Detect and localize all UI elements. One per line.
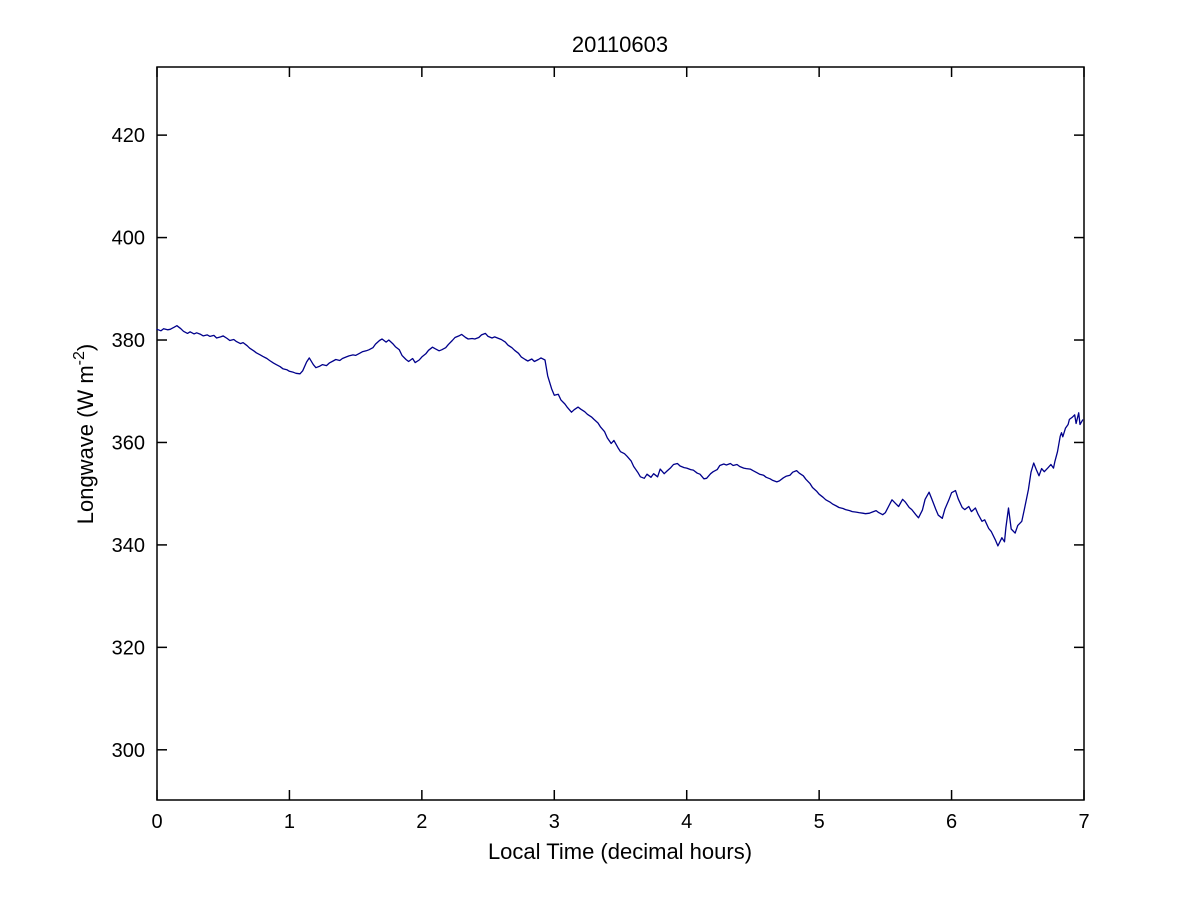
y-tick-label: 360 [112, 432, 145, 454]
y-tick-label: 300 [112, 740, 145, 762]
x-tick-label: 6 [946, 811, 957, 833]
chart-title: 20110603 [572, 32, 668, 57]
x-tick-label: 0 [151, 811, 162, 833]
y-axis-label-main: Longwave (W m [73, 365, 98, 524]
x-tick-label: 1 [284, 811, 295, 833]
x-tick-label: 2 [416, 811, 427, 833]
y-axis-label-superscript: -2 [71, 351, 88, 365]
plot-area [156, 66, 1085, 801]
x-tick-label: 3 [549, 811, 560, 833]
x-tick-label: 7 [1078, 811, 1089, 833]
y-tick-label: 340 [112, 535, 145, 557]
y-axis-label-close: ) [73, 344, 98, 351]
y-tick-label: 380 [112, 330, 145, 352]
y-tick-label: 420 [112, 125, 145, 147]
x-tick-label: 4 [681, 811, 692, 833]
x-tick-label: 5 [814, 811, 825, 833]
y-tick-label: 400 [112, 228, 145, 250]
ticks-layer: 0 1 2 3 4 5 6 7 300 320 340 360 380 400 420 [112, 67, 1090, 833]
y-tick-label: 320 [112, 637, 145, 659]
x-axis-label: Local Time (decimal hours) [488, 839, 752, 864]
data-series-line [156, 325, 1084, 547]
y-axis-label: Longwave (W m-2) [71, 344, 98, 525]
